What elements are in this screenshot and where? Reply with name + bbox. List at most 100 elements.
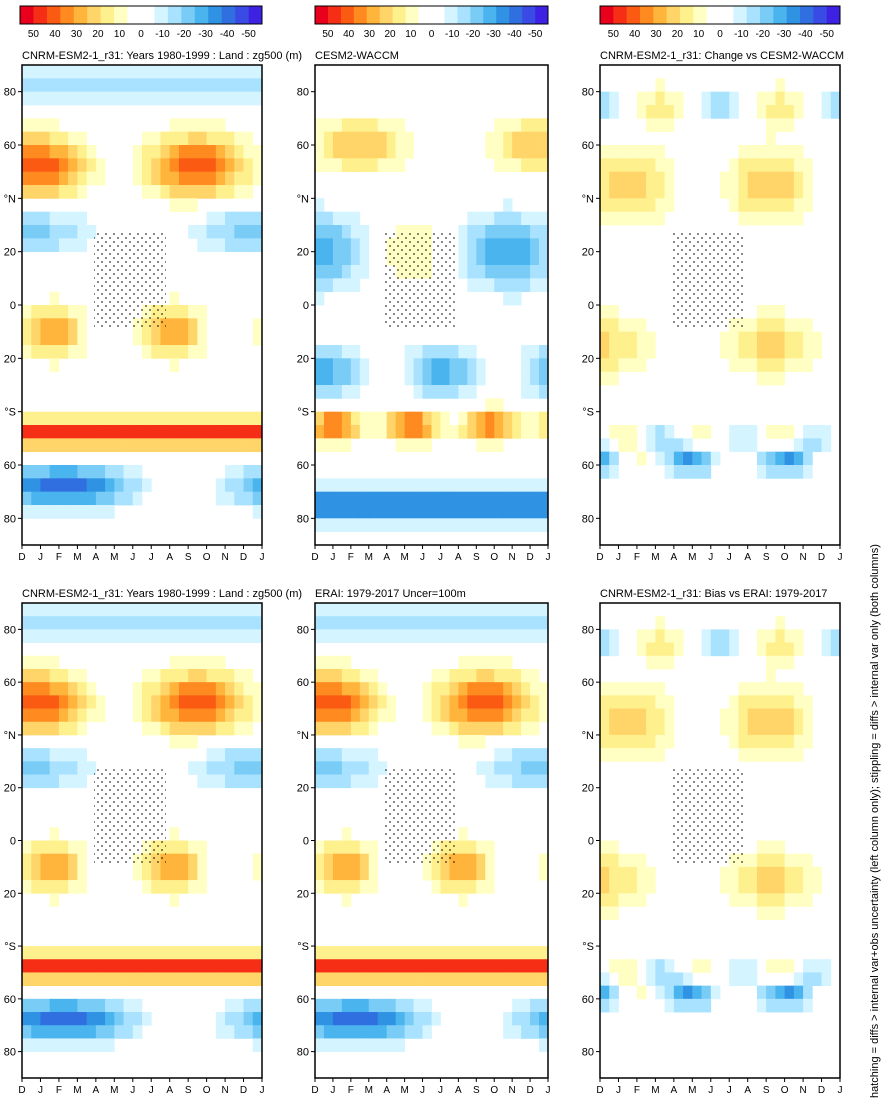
heat-cell: [701, 959, 712, 973]
heat-cell: [368, 998, 379, 1013]
heat-cell: [188, 629, 198, 643]
heat-cell: [395, 425, 406, 439]
heat-cell: [530, 708, 540, 723]
heat-cell: [683, 985, 693, 1000]
heat-cell: [413, 345, 423, 359]
heat-cell: [40, 211, 51, 226]
heat-cell: [422, 866, 432, 881]
heat-cell: [467, 708, 477, 723]
heat-cell: [404, 998, 414, 1013]
month-tick-label: N: [221, 1085, 228, 1096]
heat-cell: [359, 358, 370, 373]
heat-cell: [169, 655, 180, 670]
heat-cell: [609, 866, 619, 881]
heat-cell: [188, 131, 198, 146]
heat-cell: [395, 438, 406, 453]
heat-cell: [458, 358, 468, 373]
heat-cell: [77, 629, 88, 643]
colorbar-swatch: [366, 6, 381, 24]
heat-cell: [169, 629, 180, 643]
heat-cell: [132, 331, 143, 346]
heat-cell: [377, 478, 388, 493]
heat-cell: [188, 946, 198, 960]
heat-cell: [40, 998, 51, 1013]
heat-cell: [359, 251, 370, 266]
heat-cell: [243, 629, 254, 643]
heat-cell: [793, 682, 804, 696]
heat-cell: [530, 998, 540, 1013]
heat-cell: [467, 505, 477, 519]
heat-cell: [530, 1012, 540, 1026]
heat-cell: [830, 629, 841, 643]
heat-cell: [188, 708, 198, 723]
heat-cell: [40, 505, 51, 519]
heat-cell: [449, 505, 459, 519]
heat-cell: [31, 491, 41, 506]
heat-cell: [609, 682, 619, 696]
heat-cell: [350, 358, 361, 373]
heat-cell: [476, 371, 486, 386]
heat-cell: [86, 411, 97, 426]
heat-cell: [422, 438, 432, 453]
heat-cell: [49, 708, 60, 723]
heat-cell: [77, 478, 88, 493]
heat-cell: [784, 451, 795, 466]
heat-cell: [31, 225, 41, 239]
stipple-region: [672, 769, 744, 865]
month-tick-label: A: [671, 552, 678, 563]
colorbar-swatch: [509, 6, 523, 24]
heat-cell: [600, 840, 610, 855]
heat-cell: [431, 358, 441, 373]
heat-cell: [197, 438, 208, 453]
month-tick-label: M: [400, 552, 408, 563]
heat-cell: [803, 721, 813, 736]
heat-cell: [142, 629, 152, 643]
heat-cell: [332, 211, 343, 226]
heat-cell: [350, 1012, 361, 1026]
heat-cell: [178, 78, 189, 93]
heat-cell: [793, 358, 804, 373]
heat-cell: [142, 668, 152, 683]
heat-cell: [766, 345, 776, 359]
heat-cell: [323, 603, 334, 617]
heat-cell: [368, 616, 379, 630]
heat-cell: [58, 145, 69, 159]
heat-cell: [315, 695, 325, 709]
colorbar-swatch: [535, 6, 549, 24]
heat-cell: [58, 998, 69, 1013]
heat-cell: [197, 65, 208, 79]
heat-cell: [132, 91, 143, 106]
heat-cell: [77, 491, 88, 506]
heat-cell: [234, 682, 244, 696]
heat-cell: [40, 761, 51, 775]
heat-cell: [664, 105, 675, 119]
heat-cell: [440, 880, 450, 894]
heat-cell: [341, 385, 352, 399]
heat-cell: [58, 331, 69, 346]
heat-cell: [359, 721, 370, 736]
heat-cell: [539, 959, 549, 973]
heat-cell: [793, 345, 804, 359]
heat-cell: [747, 185, 758, 199]
heat-cell: [178, 318, 189, 333]
colorbar-swatch: [444, 6, 458, 24]
heat-cell: [359, 959, 370, 973]
heat-cell: [68, 91, 78, 106]
heat-cell: [206, 158, 217, 173]
heat-cell: [105, 1025, 115, 1039]
heat-cell: [206, 959, 217, 973]
month-tick-label: J: [330, 552, 335, 563]
heat-cell: [188, 880, 198, 894]
heat-cell: [49, 465, 60, 479]
heat-cell: [49, 866, 60, 881]
heat-cell: [323, 145, 334, 159]
heat-cell: [521, 131, 531, 146]
heat-cell: [812, 959, 822, 973]
colorbar-0: 50 40 30 20 10 0 -10 -20 -30 -40 -50: [19, 5, 263, 40]
heat-cell: [142, 411, 152, 426]
heat-cell: [646, 695, 656, 709]
heat-cell: [234, 998, 244, 1013]
heat-cell: [747, 959, 758, 973]
heat-cell: [766, 893, 776, 907]
heat-cell: [22, 331, 32, 346]
